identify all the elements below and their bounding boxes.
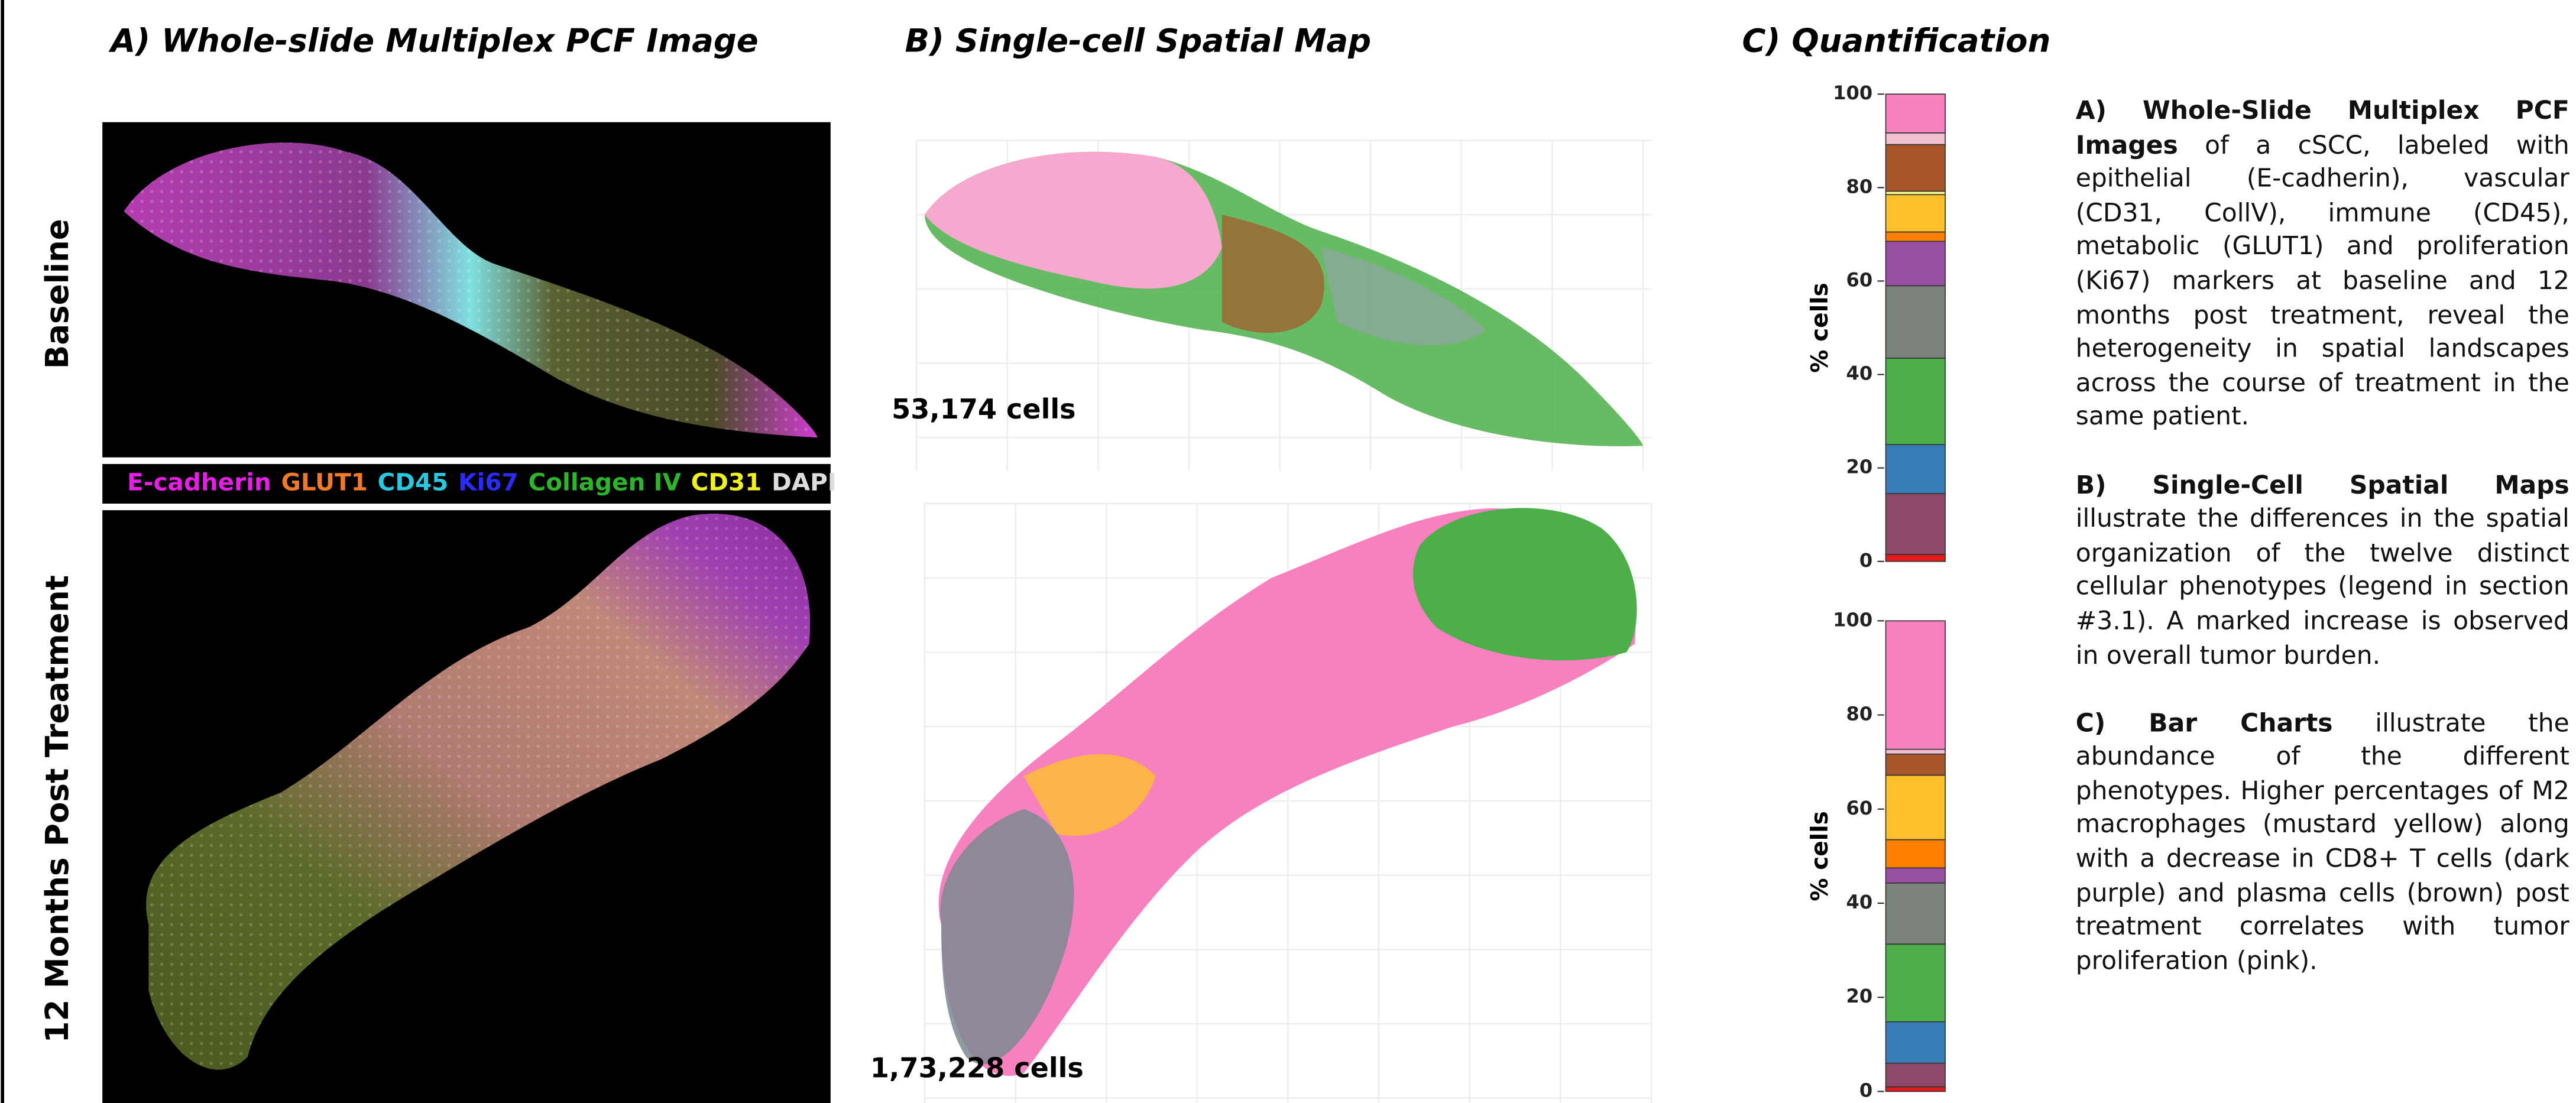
cell-count: 1,73,228 cells <box>870 1052 1084 1084</box>
bar-segment <box>1886 232 1946 241</box>
bar-segment <box>1886 358 1946 445</box>
marker-label: CD45 <box>378 468 449 496</box>
description-text: illustrate the differences in the spatia… <box>2076 504 2569 669</box>
marker-label: CD31 <box>691 468 762 496</box>
bar-segment <box>1886 1086 1946 1091</box>
bar-segment <box>1886 750 1946 754</box>
y-axis-label: % cells <box>1807 283 1833 373</box>
description-paragraph: A) Whole-Slide Multiplex PCF Images of a… <box>2076 94 2569 434</box>
description-heading: B) Single-Cell Spatial Maps <box>2076 470 2569 499</box>
bar-segment <box>1886 1022 1946 1063</box>
marker-label: DAPI <box>772 468 837 496</box>
cell-count: 53,174 cells <box>892 393 1075 425</box>
row-label: Baseline <box>39 219 76 369</box>
bar-segment <box>1886 241 1946 286</box>
panel-title: A) Whole-slide Multiplex PCF Image <box>108 22 759 60</box>
poster-panel: A) Whole-Slide Multiplex PCF Images of a… <box>0 0 2576 1103</box>
bar-segment <box>1886 445 1946 494</box>
y-tick-label: 0 <box>1859 1079 1872 1101</box>
description-heading: C) Bar Charts <box>2076 708 2333 738</box>
y-tick-label: 80 <box>1846 703 1873 725</box>
marker-label: GLUT1 <box>281 468 368 496</box>
y-tick-label: 60 <box>1846 797 1873 819</box>
bar-segment <box>1886 554 1946 562</box>
y-tick-label: 100 <box>1833 82 1872 104</box>
bar-segment <box>1886 775 1946 839</box>
y-tick-label: 100 <box>1833 608 1872 631</box>
description-text: of a cSCC, labeled with epithelial (E-ca… <box>2076 130 2569 432</box>
marker-label: Collagen IV <box>528 468 681 496</box>
y-tick-label: 40 <box>1846 362 1873 385</box>
bar-segment <box>1886 494 1946 554</box>
bar-segment <box>1886 840 1946 868</box>
y-tick-label: 60 <box>1846 268 1873 291</box>
bar-segment <box>1886 754 1946 776</box>
panel-title: C) Quantification <box>1742 22 2051 60</box>
description-box: A) Whole-Slide Multiplex PCF Images of a… <box>2076 94 2569 1103</box>
bar-segment <box>1886 194 1946 232</box>
marker-label: E-cadherin <box>127 468 271 496</box>
y-axis-label: % cells <box>1807 811 1833 901</box>
bar-segment <box>1886 944 1946 1021</box>
bar-segment <box>1886 1063 1946 1087</box>
bar-segment <box>1886 286 1946 358</box>
y-tick-label: 20 <box>1846 985 1873 1007</box>
cell-map <box>925 152 1222 289</box>
row-label: 12 Months Post Treatment <box>39 575 76 1043</box>
y-tick-label: 40 <box>1846 891 1873 913</box>
bar-segment <box>1886 868 1946 883</box>
description-text: illustrate the abundance of the differen… <box>2076 708 2569 976</box>
y-tick-label: 0 <box>1859 549 1872 572</box>
description: A) Whole-Slide Multiplex PCF Images of a… <box>2076 94 2569 978</box>
bar-segment <box>1886 94 1946 133</box>
panel-title: B) Single-cell Spatial Map <box>905 22 1372 60</box>
description-paragraph: C) Bar Charts illustrate the abundance o… <box>2076 706 2569 978</box>
y-tick-label: 80 <box>1846 175 1873 197</box>
marker-label: Ki67 <box>458 468 519 496</box>
bar-segment <box>1886 145 1946 192</box>
bar-segment <box>1886 133 1946 145</box>
bar-segment <box>1886 883 1946 944</box>
description-paragraph: B) Single-Cell Spatial Maps illustrate t… <box>2076 468 2569 672</box>
y-tick-label: 20 <box>1846 456 1873 478</box>
bar-segment <box>1886 621 1946 749</box>
